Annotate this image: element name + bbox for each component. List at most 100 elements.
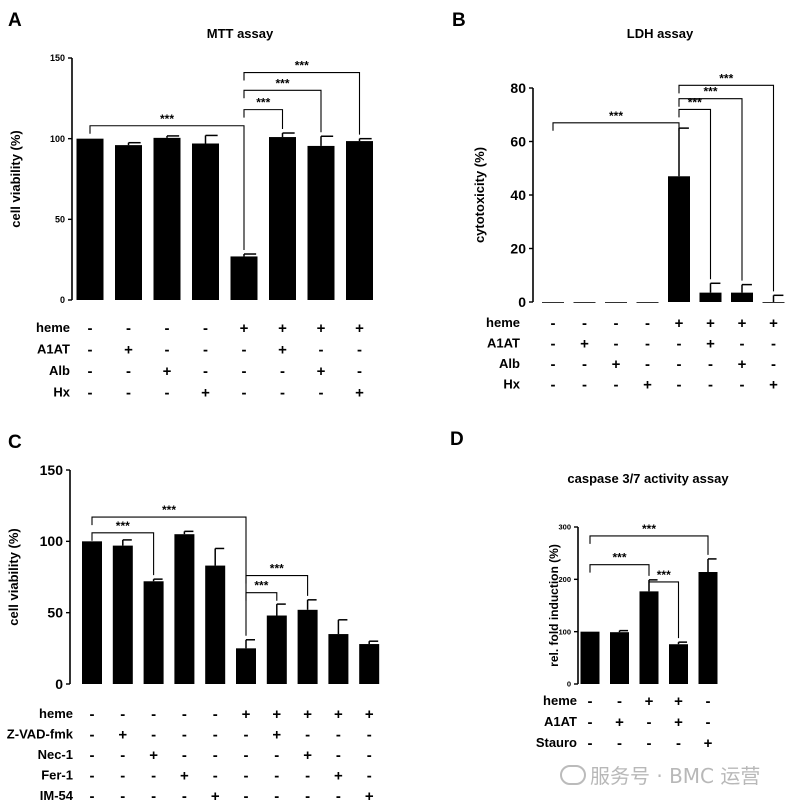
panel-d-bracket-0 bbox=[589, 564, 650, 576]
panel-d-ytick-label-3: 300 bbox=[558, 523, 571, 532]
panel-a-row-label-3: Hx bbox=[53, 385, 70, 400]
panel-c-sign-0-8: + bbox=[334, 706, 343, 723]
panel-d-sign-1-4: - bbox=[706, 714, 711, 731]
panel-c-sign-2-6: - bbox=[274, 747, 279, 764]
panel-d-sign-0-1: - bbox=[617, 693, 622, 710]
panel-b-ytick-label-1: 20 bbox=[510, 240, 526, 256]
panel-c-sign-1-9: - bbox=[367, 727, 372, 744]
panel-b-sign-3-4: - bbox=[677, 377, 682, 394]
panel-a-bracket-label-1: *** bbox=[256, 96, 270, 110]
panel-a-bar-1 bbox=[115, 145, 142, 300]
panel-a-sign-3-6: - bbox=[319, 385, 324, 402]
panel-c-bar-4 bbox=[205, 565, 226, 684]
panel-c-bar-0 bbox=[82, 541, 102, 684]
panel-b-sign-1-7: - bbox=[771, 336, 776, 353]
panel-c-sign-4-5: - bbox=[244, 788, 249, 804]
panel-c-bracket-label-0: *** bbox=[116, 519, 130, 533]
panel-a-bar-3 bbox=[192, 143, 219, 300]
panel-c-sign-3-0: - bbox=[90, 768, 95, 785]
panel-d-bracket-label-2: *** bbox=[642, 522, 656, 536]
panel-b-sign-0-4: + bbox=[675, 315, 684, 332]
panel-c-row-label-4: IM-54 bbox=[40, 788, 74, 803]
panel-d-row-label-2: Stauro bbox=[536, 735, 577, 750]
panel-c-sign-0-1: - bbox=[120, 706, 125, 723]
panel-c-bracket-2 bbox=[245, 592, 278, 601]
panel-b-bar-1 bbox=[573, 302, 596, 303]
panel-b-bracket-label-2: *** bbox=[703, 85, 717, 99]
panel-c-sign-4-1: - bbox=[120, 788, 125, 804]
panel-d-bar-4 bbox=[698, 572, 718, 684]
panel-a-bracket-2 bbox=[243, 89, 322, 133]
panel-b-sign-0-0: - bbox=[551, 315, 556, 332]
panel-c-sign-2-4: - bbox=[213, 747, 218, 764]
panel-c-sign-0-6: + bbox=[272, 706, 281, 723]
panel-b-bar-3 bbox=[636, 302, 659, 303]
panel-c-ytick-label-3: 150 bbox=[40, 462, 64, 478]
panel-a-sign-2-5: - bbox=[280, 363, 285, 380]
panel-a-bar-7 bbox=[346, 141, 373, 300]
panel-b-bar-5 bbox=[699, 292, 722, 302]
panel-a-title: MTT assay bbox=[207, 26, 274, 41]
panel-b-bracket-2 bbox=[678, 98, 743, 281]
panel-a-bar-2 bbox=[153, 137, 181, 300]
panel-a-sign-0-0: - bbox=[88, 320, 93, 337]
panel-a-bar-5 bbox=[269, 137, 296, 300]
panel-b-sign-3-5: - bbox=[708, 377, 713, 394]
panel-d-ytick-label-0: 0 bbox=[567, 680, 571, 689]
panel-b-bracket-label-1: *** bbox=[688, 95, 702, 109]
panel-a-bracket-0 bbox=[89, 125, 245, 251]
panel-b-sign-2-3: - bbox=[645, 356, 650, 373]
panel-c-sign-0-0: - bbox=[90, 706, 95, 723]
panel-c-bar-1 bbox=[112, 545, 133, 684]
panel-c-bar-6 bbox=[266, 615, 287, 684]
panel-d-sign-2-3: - bbox=[676, 735, 681, 752]
panel-c-bar-3 bbox=[174, 534, 195, 684]
panel-a-bar-0 bbox=[76, 138, 104, 300]
panel-b-bracket-0 bbox=[552, 122, 680, 131]
panel-d-sign-2-2: - bbox=[647, 735, 652, 752]
panel-a-sign-0-4: + bbox=[240, 320, 249, 337]
panel-b-sign-3-7: + bbox=[769, 377, 778, 394]
panel-a-bracket-label-0: *** bbox=[160, 112, 174, 126]
panel-c-sign-4-9: + bbox=[365, 788, 374, 804]
panel-c-sign-4-3: - bbox=[182, 788, 187, 804]
panel-b-sign-1-0: - bbox=[551, 336, 556, 353]
panel-c-sign-4-8: - bbox=[336, 788, 341, 804]
panel-b-title: LDH assay bbox=[627, 26, 694, 41]
panel-b-row-label-2: Alb bbox=[499, 356, 520, 371]
panel-d-sign-1-3: + bbox=[674, 714, 683, 731]
panel-a-sign-1-5: + bbox=[278, 342, 287, 359]
panel-c-sign-1-5: - bbox=[244, 727, 249, 744]
panel-c-sign-0-2: - bbox=[151, 706, 156, 723]
panel-b-bar-2 bbox=[605, 302, 627, 303]
panel-d-letter: D bbox=[450, 429, 464, 450]
panel-a-sign-1-6: - bbox=[319, 342, 324, 359]
panel-b-sign-2-0: - bbox=[551, 356, 556, 373]
panel-c-sign-0-3: - bbox=[182, 706, 187, 723]
panel-b-sign-1-2: - bbox=[614, 336, 619, 353]
panel-c-sign-2-9: - bbox=[367, 747, 372, 764]
panel-c-sign-3-4: - bbox=[213, 768, 218, 785]
panel-a-sign-3-0: - bbox=[88, 385, 93, 402]
panel-a-row-label-1: A1AT bbox=[37, 342, 70, 357]
panel-d-sign-1-0: - bbox=[588, 714, 593, 731]
panel-b-sign-0-3: - bbox=[645, 315, 650, 332]
panel-c-bracket-label-2: *** bbox=[254, 579, 268, 593]
panel-b-sign-3-1: - bbox=[582, 377, 587, 394]
panel-c-row-label-2: Nec-1 bbox=[38, 747, 73, 762]
panel-c-bracket-3 bbox=[245, 575, 309, 596]
panel-a-sign-1-1: + bbox=[124, 342, 133, 359]
panel-d-ylabel: rel. fold induction (%) bbox=[547, 544, 561, 667]
panel-c-sign-1-0: - bbox=[90, 727, 95, 744]
panel-c-bar-2 bbox=[143, 581, 164, 684]
panel-b-sign-3-2: - bbox=[614, 377, 619, 394]
panel-a-sign-0-7: + bbox=[355, 320, 364, 337]
panel-b-row-label-1: A1AT bbox=[487, 336, 520, 351]
panel-b-sign-0-5: + bbox=[706, 315, 715, 332]
panel-a-bracket-1 bbox=[243, 109, 284, 130]
panel-d-sign-0-0: - bbox=[588, 693, 593, 710]
panel-a-sign-0-1: - bbox=[126, 320, 131, 337]
panel-b-bar-0 bbox=[542, 302, 564, 303]
panel-a-sign-1-4: - bbox=[242, 342, 247, 359]
panel-d-bracket-label-1: *** bbox=[657, 568, 671, 582]
